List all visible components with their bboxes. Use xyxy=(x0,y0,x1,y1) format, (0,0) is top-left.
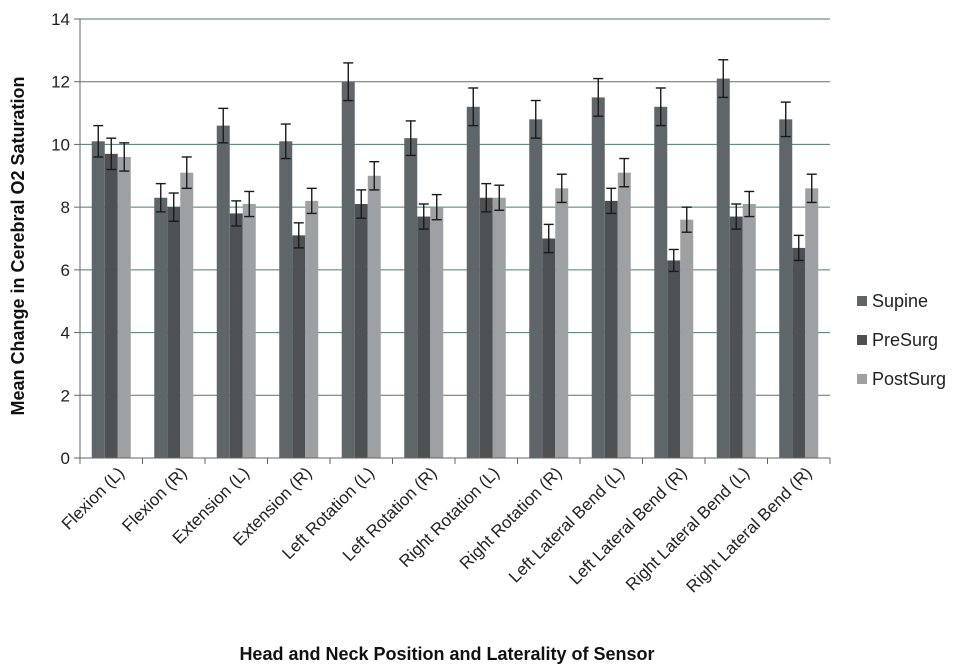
y-tick-label: 10 xyxy=(51,135,70,154)
y-tick-label: 4 xyxy=(61,324,70,343)
y-tick-label: 2 xyxy=(61,386,70,405)
x-tick-label: Left Lateral Bend (R) xyxy=(566,463,691,588)
bar xyxy=(167,207,181,458)
bar xyxy=(117,156,131,458)
bar xyxy=(430,207,444,458)
bar xyxy=(667,260,681,458)
bar xyxy=(555,188,569,459)
y-tick-label: 12 xyxy=(51,73,70,92)
bars xyxy=(91,78,819,459)
bar xyxy=(354,204,368,458)
bar xyxy=(104,153,118,459)
legend-swatch xyxy=(857,335,867,345)
y-tick-label: 14 xyxy=(51,10,70,29)
legend-label: PreSurg xyxy=(872,330,938,350)
bar xyxy=(604,200,618,458)
bar xyxy=(305,200,319,458)
bar xyxy=(242,204,256,458)
y-tick-label: 6 xyxy=(61,261,70,280)
axes xyxy=(79,19,831,464)
legend: Supine PreSurg PostSurg xyxy=(857,291,946,389)
y-axis-title: Mean Change in Cerebral O2 Saturation xyxy=(8,76,28,415)
bar xyxy=(779,119,793,458)
bar xyxy=(417,216,431,458)
bar xyxy=(617,172,631,458)
bar xyxy=(742,204,756,458)
legend-swatch xyxy=(857,296,867,306)
bar xyxy=(529,119,543,458)
x-tick-labels: Flexion (L)Flexion (R)Extension (L)Exten… xyxy=(58,463,816,596)
bar xyxy=(805,188,819,459)
bar xyxy=(216,125,230,458)
error-bars xyxy=(93,59,817,273)
bar xyxy=(654,106,668,459)
bar xyxy=(716,78,730,458)
legend-label: PostSurg xyxy=(872,369,946,389)
bar xyxy=(729,216,743,458)
legend-label: Supine xyxy=(872,291,928,311)
x-tick-label: Right Lateral Bend (L) xyxy=(622,463,753,594)
x-tick-label: Left Lateral Bend (L) xyxy=(505,463,628,586)
y-tick-label: 0 xyxy=(61,449,70,468)
bar xyxy=(367,175,381,459)
bar xyxy=(591,97,605,459)
x-tick-label: Right Lateral Bend (R) xyxy=(683,463,816,596)
y-tick-label: 8 xyxy=(61,198,70,217)
bar xyxy=(154,197,168,458)
bar xyxy=(542,238,556,458)
bar xyxy=(404,138,418,458)
x-tick-label: Flexion (L) xyxy=(58,463,128,533)
bar xyxy=(91,141,105,459)
bar xyxy=(341,81,355,458)
legend-swatch xyxy=(857,374,867,384)
gridlines xyxy=(80,18,830,396)
bar xyxy=(229,213,243,458)
bar xyxy=(292,235,306,458)
y-tick-labels: 0 2 4 6 8 10 12 14 xyxy=(51,10,80,468)
x-axis-title: Head and Neck Position and Laterality of… xyxy=(239,644,654,664)
bar xyxy=(479,197,493,458)
bar xyxy=(466,106,480,459)
bar xyxy=(792,247,806,458)
bar xyxy=(492,197,506,458)
bar xyxy=(680,219,694,458)
bar xyxy=(180,172,194,458)
bar xyxy=(279,141,293,459)
